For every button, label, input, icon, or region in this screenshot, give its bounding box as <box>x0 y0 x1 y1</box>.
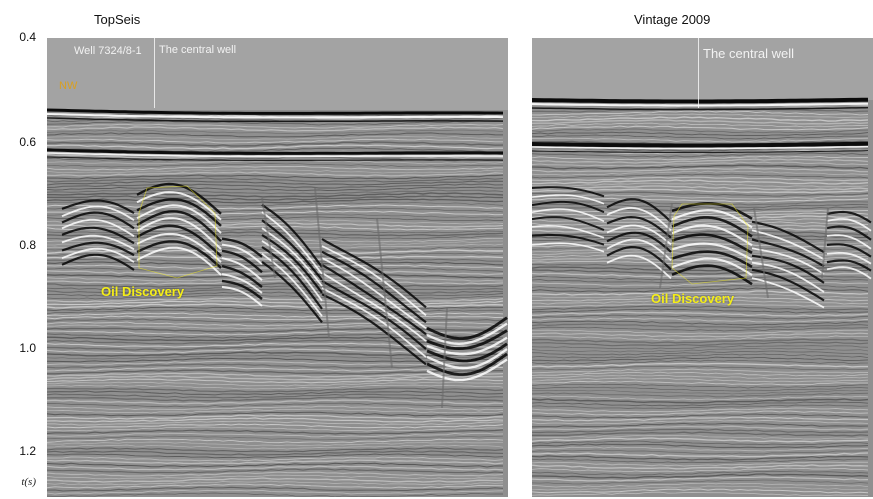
time-axis-unit: t(s) <box>21 476 36 488</box>
topseis-seismic-image <box>47 38 508 497</box>
time-tick-label: 0.6 <box>19 135 36 149</box>
vintage-2009-seismic-image <box>532 38 873 497</box>
direction-label-nw: NW <box>59 80 78 92</box>
well-marker-line <box>154 38 155 108</box>
time-tick-label: 1.2 <box>19 444 36 458</box>
topseis-title: TopSeis <box>94 12 141 27</box>
well-marker-line <box>698 38 699 108</box>
central-well-label: The central well <box>703 46 795 61</box>
topseis-seismic-section: Well 7324/8-1 The central well NW Oil Di… <box>47 38 508 497</box>
vintage-2009-title: Vintage 2009 <box>634 12 711 27</box>
time-tick-label: 0.4 <box>19 30 36 44</box>
oil-discovery-label: Oil Discovery <box>651 291 735 306</box>
time-tick-label: 1.0 <box>19 341 36 355</box>
central-well-label: The central well <box>159 44 237 56</box>
vintage-2009-seismic-section: The central well Oil Discovery <box>532 38 873 497</box>
oil-discovery-label: Oil Discovery <box>101 284 185 299</box>
well-label: Well 7324/8-1 <box>74 45 142 57</box>
time-tick-label: 0.8 <box>19 238 36 252</box>
